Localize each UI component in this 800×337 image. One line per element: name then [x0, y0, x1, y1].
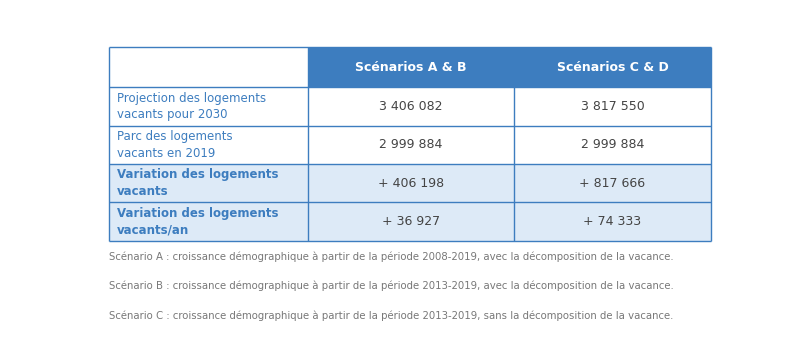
Text: Variation des logements
vacants/an: Variation des logements vacants/an — [117, 207, 278, 236]
Text: Variation des logements
vacants: Variation des logements vacants — [117, 168, 278, 198]
Text: 3 817 550: 3 817 550 — [581, 100, 644, 113]
Text: Scénario B : croissance démographique à partir de la période 2013-2019, avec la : Scénario B : croissance démographique à … — [110, 281, 674, 292]
Text: + 36 927: + 36 927 — [382, 215, 440, 228]
Text: + 406 198: + 406 198 — [378, 177, 444, 190]
Text: Parc des logements
vacants en 2019: Parc des logements vacants en 2019 — [117, 130, 232, 159]
Text: 3 406 082: 3 406 082 — [379, 100, 442, 113]
Text: Scénarios C & D: Scénarios C & D — [557, 61, 668, 73]
Text: Scénarios A & B: Scénarios A & B — [355, 61, 466, 73]
Text: Scénario C : croissance démographique à partir de la période 2013-2019, sans la : Scénario C : croissance démographique à … — [110, 311, 674, 321]
Text: Projection des logements
vacants pour 2030: Projection des logements vacants pour 20… — [117, 92, 266, 121]
Text: + 817 666: + 817 666 — [579, 177, 646, 190]
Text: Scénario A : croissance démographique à partir de la période 2008-2019, avec la : Scénario A : croissance démographique à … — [110, 251, 674, 262]
Text: 2 999 884: 2 999 884 — [581, 138, 644, 151]
Text: 2 999 884: 2 999 884 — [379, 138, 442, 151]
Text: + 74 333: + 74 333 — [583, 215, 642, 228]
